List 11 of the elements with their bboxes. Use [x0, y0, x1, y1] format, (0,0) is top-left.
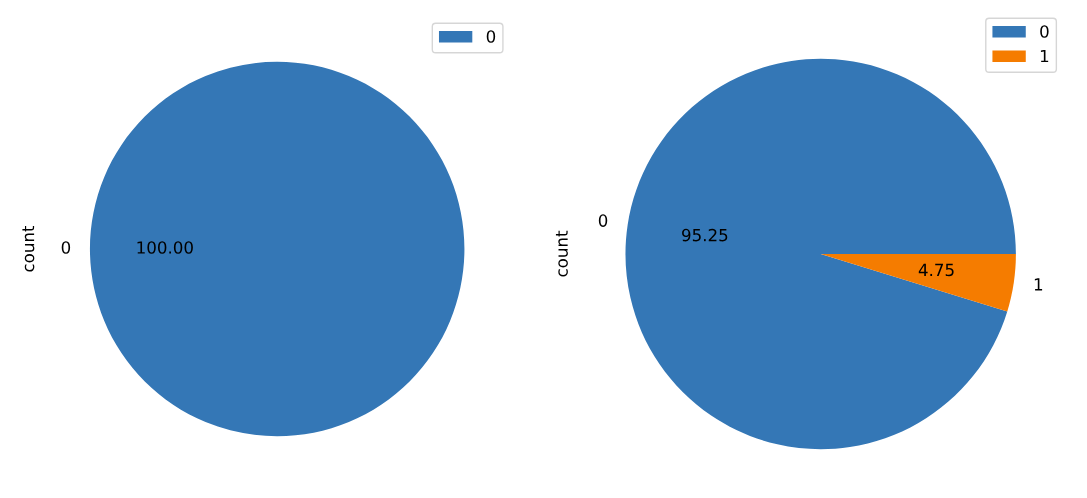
legend-label: 0 [486, 30, 496, 43]
data-label: 100.00 [137, 241, 193, 254]
legend-label: 1 [1040, 49, 1049, 63]
text: count [22, 225, 35, 272]
slice-label: 0 [598, 214, 608, 227]
slice-label: 1 [1034, 278, 1043, 291]
data-label: 95.25 [682, 228, 728, 242]
legend-label: 0 [1040, 25, 1049, 38]
text: count [555, 230, 568, 277]
slice-label: 0 [61, 241, 71, 254]
data-label: 4.75 [918, 263, 954, 277]
